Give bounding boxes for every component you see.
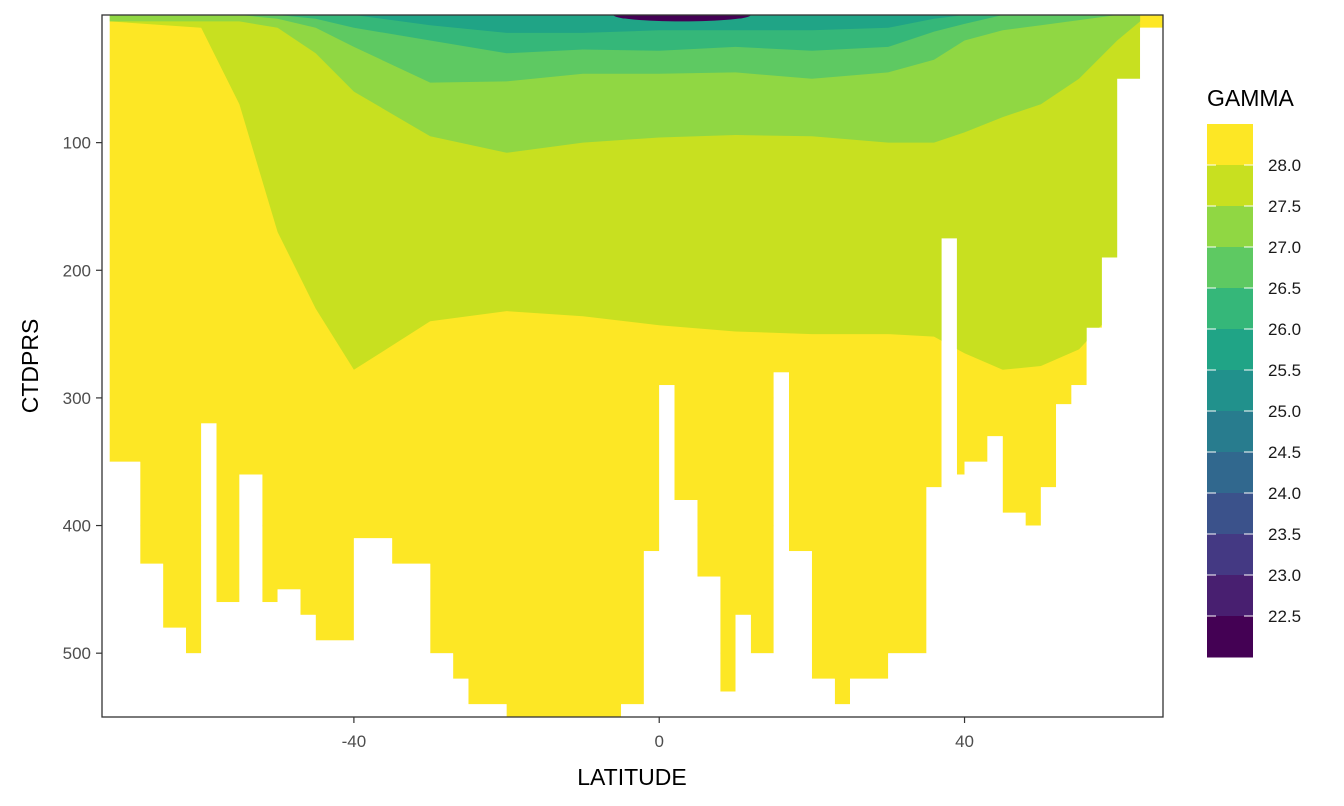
x-axis-ticks: -40 0 40	[342, 717, 974, 751]
legend-swatch	[1207, 288, 1253, 330]
legend-label: 23.5	[1268, 525, 1301, 544]
legend-swatch	[1207, 616, 1253, 658]
x-axis-title: LATITUDE	[577, 764, 686, 790]
y-tick-label: 200	[63, 261, 91, 280]
legend-label: 23.0	[1268, 566, 1301, 585]
legend-title: GAMMA	[1207, 85, 1295, 111]
legend-label: 26.5	[1268, 279, 1301, 298]
legend-label: 27.0	[1268, 238, 1301, 257]
legend-swatch	[1207, 452, 1253, 494]
legend-swatch	[1207, 575, 1253, 617]
legend-label: 25.0	[1268, 402, 1301, 421]
legend-swatch	[1207, 206, 1253, 248]
y-axis-ticks: 100 200 300 400 500	[63, 134, 102, 663]
contour-bands	[102, 15, 1163, 717]
legend-swatch	[1207, 329, 1253, 371]
left-mask	[102, 15, 110, 717]
seafloor-mask	[109, 27, 1163, 717]
legend-swatch	[1207, 534, 1253, 576]
legend: 28.0 27.5 27.0 26.5 26.0 25.5 25.0 24.5 24.0 23.5…	[1207, 124, 1301, 658]
legend-label: 22.5	[1268, 607, 1301, 626]
legend-label: 28.0	[1268, 156, 1301, 175]
legend-label: 24.5	[1268, 443, 1301, 462]
legend-label: 24.0	[1268, 484, 1301, 503]
band-gamma-25-5-26	[109, 15, 1141, 33]
x-tick-label: 40	[955, 732, 974, 751]
legend-swatch	[1207, 370, 1253, 412]
y-axis-title: CTDPRS	[17, 319, 43, 414]
y-tick-label: 500	[63, 644, 91, 663]
legend-swatch	[1207, 247, 1253, 289]
band-gamma-lt-24-5	[613, 15, 751, 22]
legend-label: 25.5	[1268, 361, 1301, 380]
legend-swatch	[1207, 124, 1253, 166]
legend-swatch	[1207, 411, 1253, 453]
legend-label: 26.0	[1268, 320, 1301, 339]
x-tick-label: -40	[342, 732, 367, 751]
legend-swatch	[1207, 493, 1253, 535]
plot-panel-border	[101, 14, 1164, 718]
y-tick-label: 100	[63, 134, 91, 153]
y-tick-label: 300	[63, 389, 91, 408]
x-tick-label: 0	[654, 732, 663, 751]
legend-swatch	[1207, 165, 1253, 207]
y-tick-label: 400	[63, 517, 91, 536]
legend-label: 27.5	[1268, 197, 1301, 216]
